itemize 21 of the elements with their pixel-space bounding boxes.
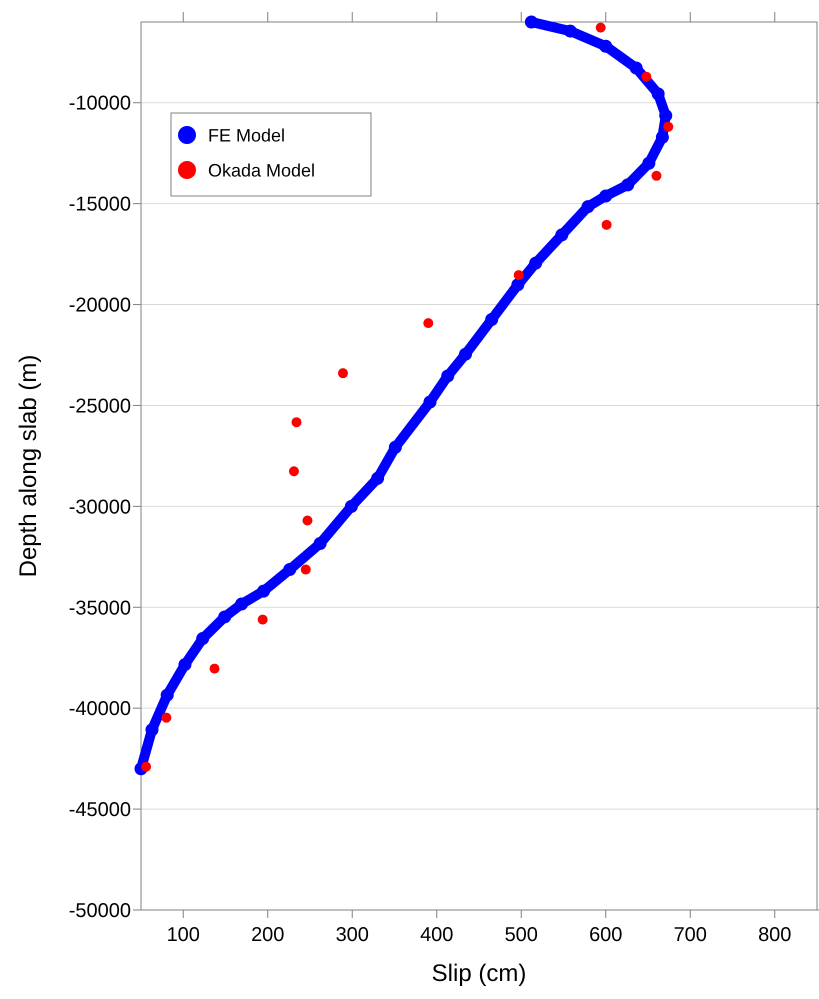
y-tick-label: -40000 (68, 698, 131, 720)
x-tick-label: 100 (166, 924, 200, 946)
y-tick-label: -15000 (68, 194, 131, 216)
y-tick-label: -25000 (68, 395, 131, 418)
x-tick-label: 700 (674, 924, 707, 946)
x-tick-label: 200 (251, 924, 284, 946)
y-tick-label: -20000 (68, 294, 131, 317)
y-tick-label: -35000 (68, 597, 131, 620)
y-tick-label: -50000 (68, 900, 131, 922)
y-tick-label: -30000 (68, 496, 131, 518)
y-axis-title: Depth along slab (m) (15, 354, 42, 578)
x-tick-label: 800 (758, 924, 792, 946)
y-tick-label: -45000 (68, 799, 131, 822)
legend-label: Okada Model (208, 160, 316, 180)
x-axis-title: Slip (cm) (432, 960, 526, 987)
legend-label: FE Model (208, 125, 286, 146)
x-tick-label: 600 (589, 924, 622, 946)
x-tick-label: 400 (420, 924, 454, 946)
x-tick-label: 300 (336, 924, 369, 946)
y-tick-label: -10000 (68, 92, 131, 115)
x-tick-label: 500 (504, 924, 538, 946)
